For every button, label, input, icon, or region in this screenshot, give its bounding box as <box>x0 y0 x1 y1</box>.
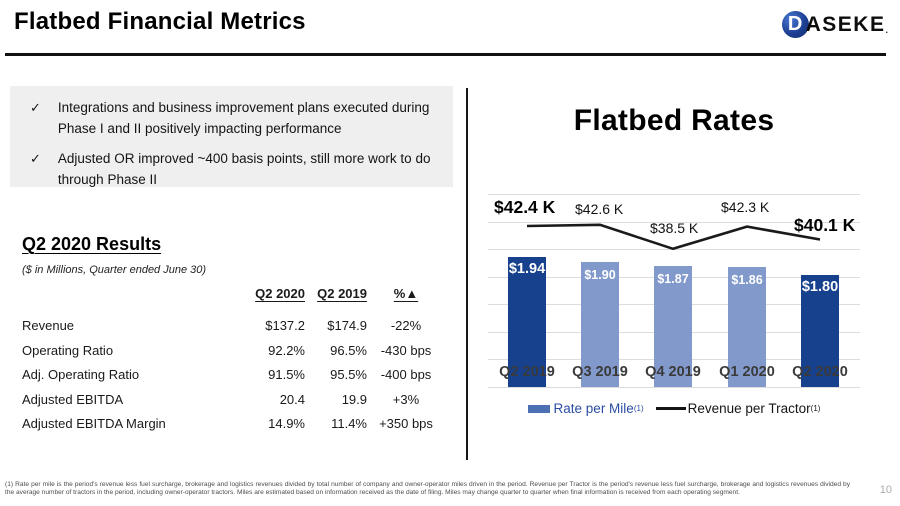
flatbed-rates-chart: $1.94 $1.90 $1.87 $1.86 $1.80 $42.4 K $42.6 K $… <box>488 188 860 388</box>
chart-legend: Rate per Mile (1) Revenue per Tractor (1) <box>488 401 860 416</box>
row-value-q2-2020: 91.5% <box>268 367 305 382</box>
line-value-label: $38.5 K <box>650 220 699 236</box>
x-axis-label: Q4 2019 <box>645 364 701 380</box>
row-label: Revenue <box>22 318 75 333</box>
bar-value-label: $1.94 <box>508 261 546 277</box>
row-value-q2-2019: 95.5% <box>330 367 367 382</box>
gridline <box>488 386 860 388</box>
x-axis-label: Q2 2019 <box>499 364 555 380</box>
checkmark-icon: ✓ <box>30 151 41 167</box>
rate-per-mile-bar: $1.80 <box>801 275 839 387</box>
results-heading: Q2 2020 Results <box>22 234 162 254</box>
row-value-change: +350 bps <box>379 416 433 431</box>
results-table: Q2 2020 Q2 2019 %▲ Revenue $137.2 $174.9… <box>22 286 433 441</box>
rate-per-mile-bar: $1.87 <box>654 266 692 387</box>
rate-per-mile-bar: $1.94 <box>508 257 546 387</box>
bar-value-label: $1.86 <box>731 273 763 287</box>
table-row: Operating Ratio 92.2% 96.5% -430 bps <box>22 343 432 368</box>
legend-superscript: (1) <box>633 404 644 413</box>
daseke-logo: D ASEKE . <box>781 11 888 38</box>
bullet-item: ✓ Adjusted OR improved ~400 basis points… <box>30 149 441 190</box>
vertical-divider <box>466 88 468 460</box>
title-rule <box>5 53 886 56</box>
row-value-q2-2019: 19.9 <box>341 391 367 407</box>
row-label: Operating Ratio <box>22 342 114 358</box>
daseke-logo-icon: D <box>781 11 809 38</box>
x-axis-label: Q1 2020 <box>719 364 775 380</box>
daseke-logo-text: ASEKE <box>805 12 886 36</box>
row-value-q2-2020: $137.2 <box>265 318 305 333</box>
rate-per-mile-bar: $1.90 <box>581 262 619 387</box>
rate-per-mile-swatch-icon <box>527 404 550 413</box>
row-value-q2-2020: 92.2% <box>268 342 305 358</box>
daseke-logo-mark: . <box>885 25 888 35</box>
page-number: 10 <box>879 484 892 496</box>
revenue-per-tractor-line <box>526 223 821 251</box>
checkmark-icon: ✓ <box>30 100 41 115</box>
legend-revenue-per-tractor-label: Revenue per Tractor <box>687 401 811 416</box>
row-value-q2-2020: 14.9% <box>268 416 305 431</box>
bullet-text: Integrations and business improvement pl… <box>57 100 430 136</box>
line-value-label: $42.4 K <box>494 197 556 217</box>
bullet-text: Adjusted OR improved ~400 basis points, … <box>57 151 431 187</box>
line-value-label: $42.6 K <box>575 201 624 217</box>
line-value-label: $40.1 K <box>794 215 856 235</box>
table-row: Adjusted EBITDA Margin 14.9% 11.4% +350 … <box>22 416 433 441</box>
table-row: Adj. Operating Ratio 91.5% 95.5% -400 bp… <box>22 367 432 392</box>
row-value-change: -430 bps <box>380 342 432 358</box>
x-axis-label: Q2 2020 <box>792 364 848 380</box>
bullet-item: ✓ Integrations and business improvement … <box>30 98 441 139</box>
table-header-row: Q2 2020 Q2 2019 %▲ <box>22 286 432 306</box>
column-header-q2-2020: Q2 2020 <box>255 286 305 301</box>
row-value-q2-2020: 20.4 <box>279 391 305 407</box>
row-label: Adjusted EBITDA <box>22 391 124 407</box>
legend-rate-per-mile-label: Rate per Mile <box>553 401 634 416</box>
bar-value-label: $1.90 <box>584 268 616 282</box>
line-value-label: $42.3 K <box>721 199 770 215</box>
row-label: Adj. Operating Ratio <box>22 367 140 382</box>
page-title: Flatbed Financial Metrics <box>14 8 306 35</box>
row-value-q2-2019: 96.5% <box>330 342 367 358</box>
footnote: (1) Rate per mile is the period's revenu… <box>5 481 850 496</box>
bar-value-label: $1.87 <box>657 272 689 286</box>
legend-superscript: (1) <box>810 404 821 413</box>
highlights-box: ✓ Integrations and business improvement … <box>10 86 453 187</box>
rate-per-mile-bar: $1.86 <box>728 267 766 387</box>
revenue-per-tractor-line-icon <box>655 407 686 410</box>
column-header-q2-2019: Q2 2019 <box>317 286 367 301</box>
gridline <box>488 221 860 223</box>
row-value-change: +3% <box>392 391 420 407</box>
chart-title: Flatbed Rates <box>573 104 775 137</box>
table-row: Adjusted EBITDA 20.4 19.9 +3% <box>22 392 432 417</box>
row-value-change: -22% <box>390 318 422 333</box>
row-label: Adjusted EBITDA Margin <box>22 416 166 431</box>
row-value-change: -400 bps <box>380 367 432 382</box>
table-row: Revenue $137.2 $174.9 -22% <box>22 318 432 343</box>
gridline <box>488 194 860 195</box>
column-header-change: %▲ <box>393 286 419 301</box>
row-value-q2-2019: $174.9 <box>327 318 367 333</box>
results-subheading: ($ in Millions, Quarter ended June 30) <box>22 264 207 276</box>
row-value-q2-2019: 11.4% <box>331 416 367 431</box>
revenue-line-path <box>526 223 821 251</box>
bar-value-label: $1.80 <box>801 279 839 295</box>
x-axis-label: Q3 2019 <box>572 364 628 380</box>
